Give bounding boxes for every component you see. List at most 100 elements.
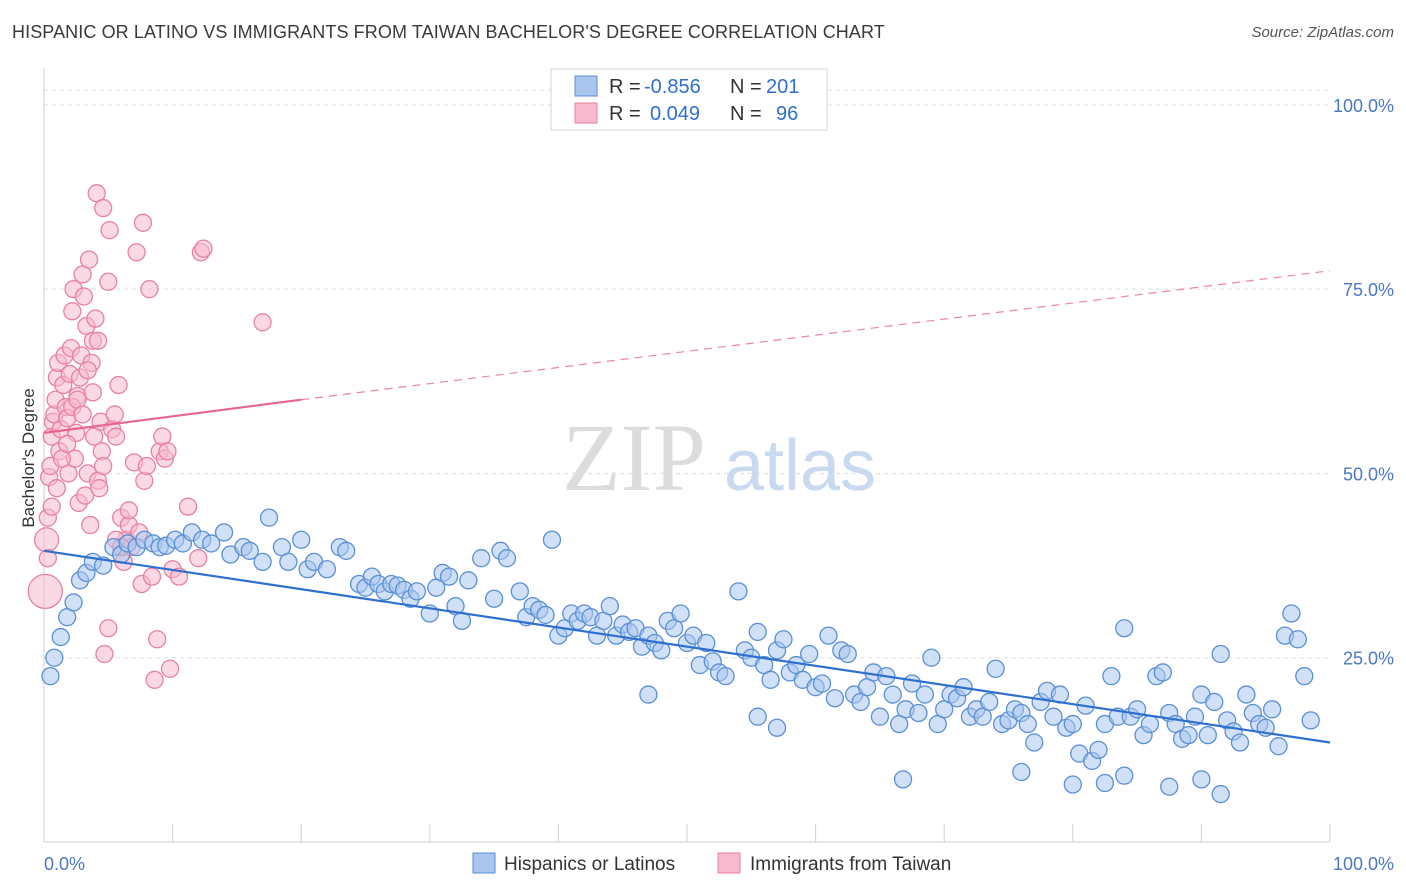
series-hispanic-points <box>41 508 1320 804</box>
data-point-taiwan <box>99 619 118 638</box>
x-tick-label-max: 100.0% <box>1333 854 1394 874</box>
bottom-legend-label-hispanic: Hispanics or Latinos <box>504 854 675 875</box>
data-point-taiwan <box>38 549 58 568</box>
data-point-hispanic <box>1115 619 1134 638</box>
data-point-hispanic <box>1018 714 1037 734</box>
data-point-hispanic <box>1230 733 1250 752</box>
data-point-hispanic <box>1301 711 1320 730</box>
data-point-hispanic <box>202 534 221 553</box>
watermark-zip: ZIP <box>562 404 706 511</box>
data-point-hispanic <box>980 692 999 712</box>
data-point-hispanic <box>883 685 902 704</box>
data-point-taiwan <box>74 287 94 306</box>
x-axis-ticks <box>43 824 1331 842</box>
data-point-taiwan <box>160 659 180 678</box>
data-point-taiwan <box>145 670 164 689</box>
data-point-hispanic <box>407 582 427 601</box>
bottom-legend-swatch-pink <box>717 852 741 874</box>
data-point-hispanic <box>1295 666 1314 686</box>
grid-lines <box>44 89 1330 659</box>
y-axis-tick-labels: 100.0% 75.0% 50.0% 25.0% <box>1333 96 1394 669</box>
data-point-taiwan <box>105 405 124 424</box>
bottom-legend-swatch-blue <box>472 852 496 874</box>
data-point-hispanic <box>838 644 857 664</box>
data-point-hispanic <box>279 552 298 572</box>
data-point-taiwan <box>100 221 119 240</box>
legend-r-label-2: R = <box>609 103 641 125</box>
data-point-hispanic <box>439 567 459 586</box>
data-point-hispanic <box>909 703 928 723</box>
data-point-taiwan <box>81 515 100 535</box>
data-point-taiwan <box>79 250 99 269</box>
data-point-hispanic <box>819 626 838 645</box>
data-point-taiwan <box>194 239 213 258</box>
data-point-hispanic <box>1282 604 1301 623</box>
data-point-hispanic <box>1211 784 1230 804</box>
data-point-taiwan <box>86 309 105 328</box>
trend-line-hispanic <box>43 549 1331 744</box>
data-point-hispanic <box>716 666 735 686</box>
data-point-hispanic <box>259 508 279 527</box>
data-point-hispanic <box>1288 630 1307 649</box>
data-point-hispanic <box>767 718 787 737</box>
data-point-taiwan <box>90 479 109 498</box>
data-point-hispanic <box>292 530 311 549</box>
data-point-hispanic <box>1179 725 1198 745</box>
data-point-hispanic <box>761 670 780 689</box>
data-point-taiwan <box>99 272 118 291</box>
data-point-hispanic <box>1095 773 1115 793</box>
trend-lines <box>43 270 1331 744</box>
legend-r-value-1: -0.856 <box>644 76 701 98</box>
y-tick-label: 75.0% <box>1343 280 1394 300</box>
data-point-taiwan <box>47 479 67 498</box>
data-point-hispanic <box>317 560 337 579</box>
data-point-taiwan <box>33 527 60 553</box>
data-point-taiwan <box>135 471 154 490</box>
data-point-hispanic <box>1237 685 1256 704</box>
data-point-taiwan <box>76 486 95 505</box>
legend-swatch-blue <box>574 75 598 97</box>
data-point-hispanic <box>697 633 716 653</box>
y-tick-label: 50.0% <box>1343 464 1394 484</box>
data-point-taiwan <box>73 405 92 424</box>
data-point-taiwan <box>63 302 82 321</box>
data-point-taiwan <box>142 567 162 586</box>
data-point-hispanic <box>472 549 491 568</box>
data-point-hispanic <box>1044 707 1063 726</box>
trend-line-taiwan <box>43 398 302 434</box>
data-point-hispanic <box>870 707 890 726</box>
data-point-hispanic <box>922 648 941 667</box>
data-point-hispanic <box>893 770 913 789</box>
data-point-hispanic <box>41 666 60 686</box>
data-point-hispanic <box>536 605 555 625</box>
data-point-hispanic <box>1160 777 1179 796</box>
data-point-taiwan <box>109 375 128 395</box>
data-point-hispanic <box>497 549 517 568</box>
watermark: ZIP atlas <box>562 404 876 511</box>
data-point-hispanic <box>639 685 658 704</box>
data-point-taiwan <box>94 456 113 476</box>
data-point-taiwan <box>119 501 139 520</box>
data-point-taiwan <box>94 198 113 218</box>
y-tick-label: 25.0% <box>1343 649 1394 669</box>
data-point-hispanic <box>825 689 845 708</box>
data-point-taiwan <box>27 573 63 610</box>
legend-r-value-2: 0.049 <box>650 103 700 125</box>
data-point-taiwan <box>133 213 153 232</box>
data-point-hispanic <box>240 541 259 560</box>
data-point-taiwan <box>127 243 146 262</box>
legend-n-label-1: N = <box>730 76 762 98</box>
data-point-hispanic <box>1205 692 1224 712</box>
legend-r-label-1: R = <box>609 76 641 98</box>
data-point-hispanic <box>510 582 529 601</box>
data-point-hispanic <box>812 674 832 693</box>
data-point-taiwan <box>83 383 103 402</box>
legend-n-label-2: N = <box>730 103 762 125</box>
data-point-taiwan <box>106 427 126 446</box>
trend-line-taiwan-extension <box>301 270 1331 401</box>
data-point-taiwan <box>137 456 157 476</box>
data-point-hispanic <box>748 707 767 726</box>
legend-n-value-1: 201 <box>766 76 799 98</box>
data-point-taiwan <box>253 313 272 332</box>
data-point-hispanic <box>1089 740 1108 760</box>
